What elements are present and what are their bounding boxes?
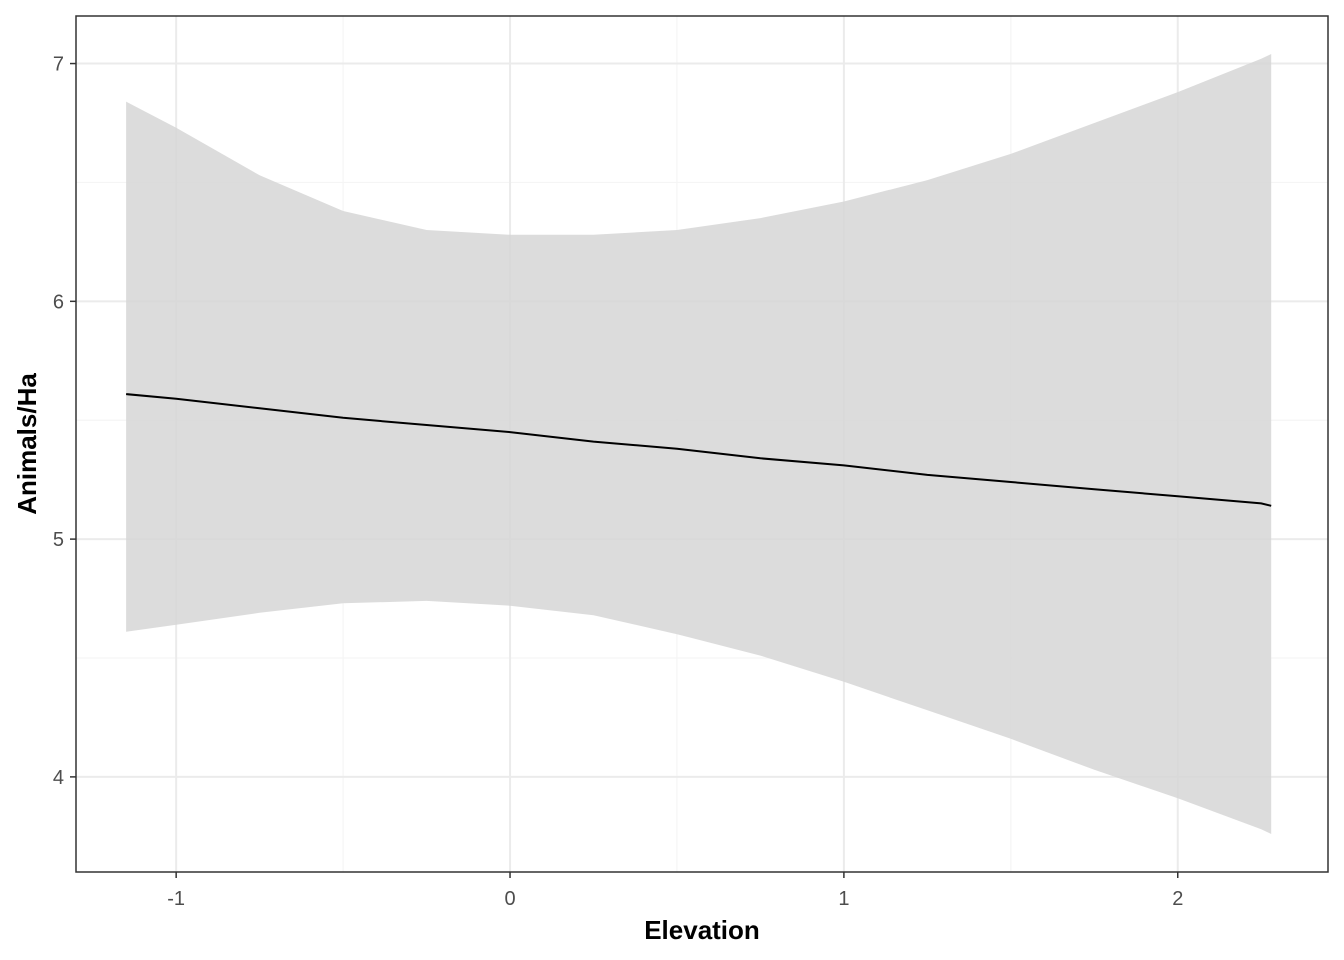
x-tick-label: 2 xyxy=(1172,888,1183,910)
confidence-band-layer xyxy=(126,54,1272,834)
trend-line xyxy=(126,393,1272,507)
y-axis-title: Animals/Ha xyxy=(12,373,42,515)
x-tick-label: 1 xyxy=(838,888,849,910)
y-tick-label: 5 xyxy=(53,529,64,551)
y-axis-ticks: 4 5 6 7 xyxy=(53,54,76,789)
y-tick-label: 6 xyxy=(53,291,64,313)
x-axis-title: Elevation xyxy=(644,915,760,945)
trend-line-layer xyxy=(126,393,1272,507)
y-tick-label: 4 xyxy=(53,767,64,789)
confidence-band xyxy=(126,54,1272,834)
y-tick-label: 7 xyxy=(53,54,64,76)
x-axis-ticks: -1 0 1 2 xyxy=(167,872,1183,910)
x-tick-label: 0 xyxy=(504,888,515,910)
x-tick-label: -1 xyxy=(167,888,185,910)
panel-border xyxy=(75,15,1329,873)
